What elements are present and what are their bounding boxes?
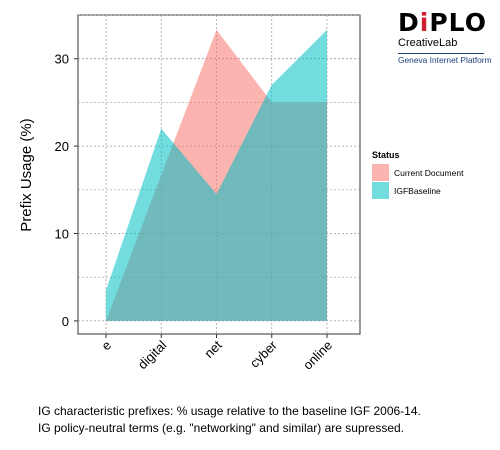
- legend-item-current-document: Current Document: [372, 164, 463, 181]
- logo-divider: [398, 53, 484, 54]
- y-tick-label: 10: [55, 226, 69, 241]
- logo-platform: Geneva Internet Platform: [398, 55, 492, 65]
- x-tick-label: online: [300, 338, 335, 373]
- footnotes: IG characteristic prefixes: % usage rela…: [38, 403, 421, 437]
- x-axis-ticks: e digital net cyber online: [98, 334, 335, 373]
- legend: Status Current Document IGFBaseline: [372, 150, 463, 200]
- legend-label: IGFBaseline: [394, 185, 441, 196]
- footnote-line: IG policy-neutral terms (e.g. "networkin…: [38, 421, 404, 435]
- legend-title: Status: [372, 150, 400, 160]
- x-tick-label: cyber: [247, 337, 281, 371]
- area-igfbaseline: [106, 29, 327, 321]
- x-tick-label: net: [201, 337, 225, 361]
- x-tick-label: e: [98, 338, 114, 354]
- y-axis-label: Prefix Usage (%): [18, 118, 35, 231]
- y-tick-label: 20: [55, 139, 69, 154]
- y-tick-label: 0: [62, 314, 69, 329]
- x-tick-label: digital: [135, 337, 170, 372]
- diplo-logo: DiPLO CreativeLab Geneva Internet Platfo…: [398, 10, 493, 65]
- y-tick-label: 30: [55, 52, 69, 67]
- legend-label: Current Document: [394, 167, 464, 178]
- logo-wordmark: DiPLO: [398, 8, 487, 37]
- logo-subtitle: CreativeLab: [398, 37, 458, 49]
- legend-item-igfbaseline: IGFBaseline: [372, 182, 463, 199]
- legend-key-igfbaseline: [372, 182, 389, 199]
- legend-key-current-document: [372, 164, 389, 181]
- area-series: [105, 29, 328, 321]
- y-axis-ticks: 0 10 20 30: [55, 52, 78, 329]
- footnote-line: IG characteristic prefixes: % usage rela…: [38, 404, 421, 418]
